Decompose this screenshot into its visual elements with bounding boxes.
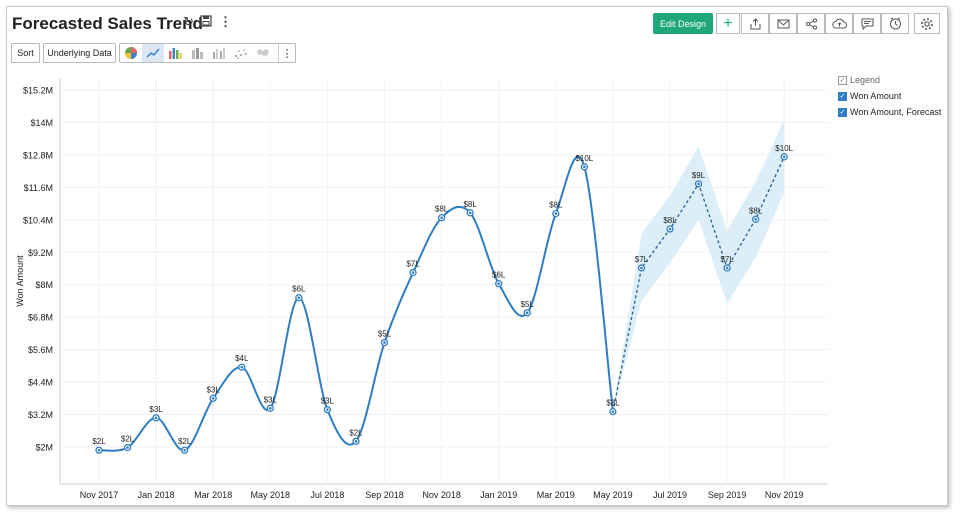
legend-checkbox[interactable]: ✓ <box>838 91 847 101</box>
save-icon[interactable] <box>200 15 212 30</box>
edit-design-button[interactable]: Edit Design <box>653 13 713 34</box>
line-chart-icon[interactable] <box>142 44 164 62</box>
legend-checkbox[interactable]: ✓ <box>838 107 847 117</box>
legend-header[interactable]: ✓ Legend <box>838 72 941 88</box>
stacked-bar-chart-icon[interactable] <box>186 44 208 62</box>
grouped-bar-chart-icon[interactable] <box>208 44 230 62</box>
share-icon[interactable] <box>797 13 825 34</box>
page-title: Forecasted Sales Trend <box>12 14 203 33</box>
refresh-icon[interactable]: ↻ <box>183 14 194 29</box>
export-icon[interactable] <box>741 13 769 34</box>
email-icon[interactable] <box>769 13 797 34</box>
report-frame <box>6 6 948 506</box>
schedule-icon[interactable] <box>881 13 909 34</box>
legend-item-label: Won Amount <box>850 91 902 101</box>
add-icon[interactable]: + <box>716 13 740 34</box>
legend-item-won-amount[interactable]: ✓ Won Amount <box>838 88 941 104</box>
bar-chart-icon[interactable] <box>164 44 186 62</box>
legend-item-won-amount-forecast[interactable]: ✓ Won Amount, Forecast <box>838 104 941 120</box>
settings-gear-icon[interactable] <box>914 13 940 34</box>
cloud-publish-icon[interactable] <box>825 13 853 34</box>
more-options-icon[interactable]: ⋮ <box>219 14 232 29</box>
scatter-chart-icon[interactable] <box>230 44 252 62</box>
underlying-data-button[interactable]: Underlying Data <box>43 43 116 63</box>
legend-title: Legend <box>850 75 881 85</box>
legend: ✓ Legend ✓ Won Amount ✓ Won Amount, Fore… <box>838 72 941 120</box>
map-chart-icon[interactable] <box>252 44 274 62</box>
legend-item-label: Won Amount, Forecast <box>850 107 942 117</box>
more-chart-types-icon[interactable]: ⋮ <box>278 44 295 62</box>
legend-toggle-all-checkbox[interactable]: ✓ <box>838 75 847 85</box>
chart-type-selector: ⋮ <box>119 43 296 63</box>
comment-icon[interactable] <box>853 13 881 34</box>
sort-button[interactable]: Sort <box>11 43 40 63</box>
pie-chart-icon[interactable] <box>120 44 142 62</box>
